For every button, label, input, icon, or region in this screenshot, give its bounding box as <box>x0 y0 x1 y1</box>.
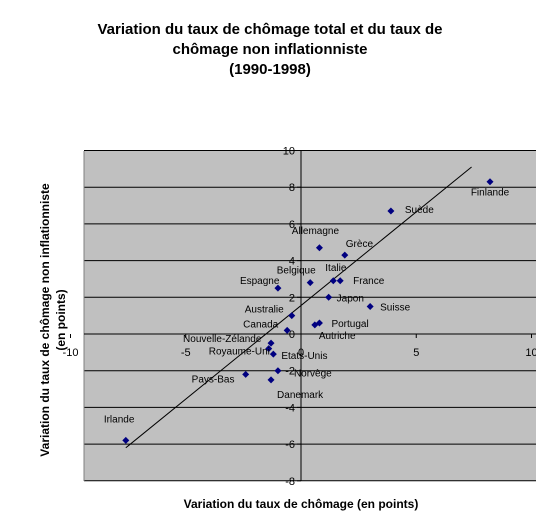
data-point-italie <box>329 277 337 285</box>
point-label-canada: Canada <box>243 319 278 330</box>
point-label-japon: Japon <box>337 293 364 304</box>
point-label-etats-unis: Etats-Unis <box>281 351 327 362</box>
data-point-allemagne <box>315 244 323 252</box>
data-point-espagne <box>274 284 282 292</box>
y-axis-title-line-1: Variation du taux de chômage non inflati… <box>38 183 52 457</box>
point-label-allemagne: Allemagne <box>292 226 340 237</box>
point-label-nouvelle-zelande: Nouvelle-Zélande <box>183 334 262 345</box>
x-tick-label: -5 <box>181 347 191 359</box>
chart-title: Variation du taux de chômage total et du… <box>40 20 500 80</box>
y-tick-label: -4 <box>285 402 295 414</box>
chart-title-line-2: chômage non inflationniste <box>172 41 368 58</box>
y-tick-label: -2 <box>285 366 295 378</box>
data-point-danemark <box>267 376 275 384</box>
y-tick-label: 0 <box>289 329 295 341</box>
x-tick-label: 0 <box>298 347 304 359</box>
data-point-canada <box>283 326 291 334</box>
data-point-royaume-uni <box>265 345 273 353</box>
point-label-finlande: Finlande <box>471 188 510 199</box>
data-point-japon <box>325 293 333 301</box>
point-label-espagne: Espagne <box>240 276 280 287</box>
data-point-nouvelle-zelande <box>267 339 275 347</box>
point-label-danemark: Danemark <box>277 390 324 401</box>
y-tick-label: 10 <box>283 146 295 158</box>
data-point-finlande <box>486 178 494 186</box>
point-label-pays-bas: Pays-Bas <box>192 374 235 385</box>
point-label-france: France <box>353 276 385 287</box>
y-tick-label: 4 <box>289 256 295 268</box>
data-point-norvege <box>274 367 282 375</box>
axes <box>70 150 536 482</box>
point-label-portugal: Portugal <box>331 319 368 330</box>
y-tick-label: 2 <box>289 292 295 304</box>
y-tick-label: 8 <box>289 182 295 194</box>
data-point-france <box>336 277 344 285</box>
point-label-irlande: Irlande <box>104 414 135 425</box>
point-label-autriche: Autriche <box>319 331 356 342</box>
chart-title-line-1: Variation du taux de chômage total et du… <box>97 21 443 38</box>
data-point-irlande <box>122 436 130 444</box>
point-label-italie: Italie <box>325 263 347 274</box>
x-axis-title: Variation du taux de chômage (en points) <box>184 497 419 511</box>
point-label-royaume-uni: Royaume-Uni <box>209 347 270 358</box>
data-point-suede <box>387 207 395 215</box>
y-tick-label: 6 <box>289 219 295 231</box>
data-point-autriche <box>311 321 319 329</box>
data-point-belgique <box>306 279 314 287</box>
x-tick-label: 10 <box>525 347 536 359</box>
point-label-grece: Grèce <box>346 239 374 250</box>
point-label-suede: Suède <box>405 205 434 216</box>
data-point-grece <box>341 251 349 259</box>
trend-line <box>125 166 472 449</box>
x-tick-label: 5 <box>413 347 419 359</box>
chart-title-line-3: (1990-1998) <box>229 61 311 78</box>
y-axis-title-line-2: (en points) <box>54 289 68 350</box>
data-points: Finlande Suède Allemagne Grèce Belgique Itali… <box>104 178 510 444</box>
y-tick-label: -6 <box>285 439 295 451</box>
point-label-suisse: Suisse <box>380 302 410 313</box>
point-label-australie: Australie <box>245 305 284 316</box>
data-point-australie <box>288 312 296 320</box>
point-label-norvege: Norvège <box>294 369 332 380</box>
data-point-pays-bas <box>242 370 250 378</box>
data-point-etats-unis <box>269 350 277 358</box>
plot-area <box>84 151 536 481</box>
point-label-belgique: Belgique <box>277 266 316 277</box>
y-tick-label: -8 <box>285 476 295 488</box>
x-tick-label: -10 <box>63 347 79 359</box>
data-point-suisse <box>366 302 374 310</box>
